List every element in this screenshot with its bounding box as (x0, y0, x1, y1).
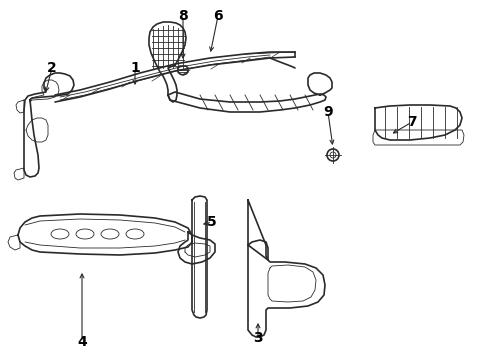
Text: 9: 9 (323, 105, 333, 119)
Text: 6: 6 (213, 9, 223, 23)
Text: 1: 1 (130, 61, 140, 75)
Text: 7: 7 (407, 115, 417, 129)
Text: 3: 3 (253, 331, 263, 345)
Text: 8: 8 (178, 9, 188, 23)
Text: 2: 2 (47, 61, 57, 75)
Text: 4: 4 (77, 335, 87, 349)
Text: 5: 5 (207, 215, 217, 229)
